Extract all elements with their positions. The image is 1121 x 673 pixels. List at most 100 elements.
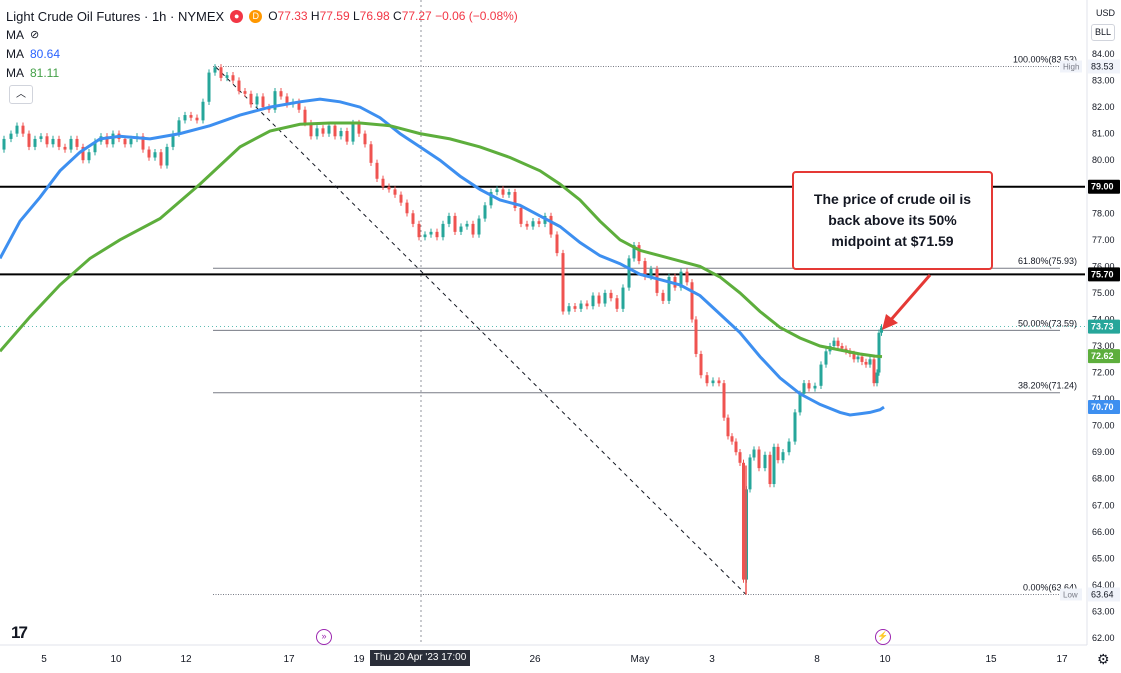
y-tick-label: 80.00 xyxy=(1092,155,1115,165)
candle-body xyxy=(441,223,445,238)
candle-body xyxy=(868,359,872,365)
candle-body xyxy=(537,221,541,224)
ma2-label[interactable]: MA xyxy=(6,47,24,61)
candle-body xyxy=(579,303,583,309)
candle-body xyxy=(141,136,145,150)
dividend-event-icon[interactable]: ⚡ xyxy=(875,629,891,645)
candle-body xyxy=(225,75,229,78)
candle-body xyxy=(880,327,883,333)
eye-hidden-icon[interactable]: ⊘ xyxy=(30,29,40,41)
currency-unit-box[interactable]: USD BLL xyxy=(1090,6,1115,41)
candle-body xyxy=(832,340,836,346)
candle-body xyxy=(165,146,169,166)
earnings-event-icon[interactable]: » xyxy=(316,629,332,645)
axis-sub-box xyxy=(1060,60,1082,73)
candle-body xyxy=(748,457,752,490)
candle-body xyxy=(615,298,619,309)
candle-body xyxy=(363,133,367,145)
ma3-label[interactable]: MA xyxy=(6,66,24,80)
candle-body xyxy=(171,133,175,147)
candle-body xyxy=(875,372,879,384)
change-value: −0.06 (−0.08%) xyxy=(435,9,518,23)
candle-body xyxy=(507,192,511,195)
unit-label[interactable]: BLL xyxy=(1090,24,1115,41)
candle-body xyxy=(231,75,235,81)
annotation-callout[interactable]: The price of crude oil is back above its… xyxy=(792,171,993,270)
y-tick-label: 81.00 xyxy=(1092,129,1115,139)
candle-body xyxy=(219,67,223,78)
y-tick-label: 82.00 xyxy=(1092,102,1115,112)
ma3-value: 81.11 xyxy=(30,66,60,80)
candle-body xyxy=(603,292,607,304)
candle-body xyxy=(249,93,253,105)
symbol-title[interactable]: Light Crude Oil Futures · 1h · NYMEX xyxy=(6,9,225,24)
candle-body xyxy=(802,383,806,394)
y-tick-label: 69.00 xyxy=(1092,447,1115,457)
candle-body xyxy=(627,258,631,288)
candle-body xyxy=(51,138,55,145)
candle-body xyxy=(111,133,115,145)
candle-body xyxy=(667,276,671,301)
ma1-label[interactable]: MA xyxy=(6,28,24,42)
candle-body xyxy=(387,186,391,190)
candle-body xyxy=(679,271,683,288)
alert-badge-icon[interactable]: ● xyxy=(230,10,244,23)
y-tick-label: 70.00 xyxy=(1092,421,1115,431)
axis-sub-box xyxy=(1060,588,1082,601)
candle-body xyxy=(423,234,427,238)
currency-label[interactable]: USD xyxy=(1095,8,1115,18)
candle-body xyxy=(207,72,211,102)
candle-body xyxy=(69,138,73,150)
candle-body xyxy=(57,138,61,147)
candle-body xyxy=(824,351,828,365)
candle-body xyxy=(763,454,767,469)
candle-body xyxy=(609,292,613,299)
candle-body xyxy=(585,303,589,307)
candle-body xyxy=(63,146,67,150)
candle-body xyxy=(411,213,415,224)
candle-body xyxy=(513,192,517,208)
y-tick-label: 67.00 xyxy=(1092,500,1115,510)
candle-body xyxy=(273,91,277,110)
candle-body xyxy=(872,359,876,384)
candle-body xyxy=(237,80,241,92)
axis-label-box xyxy=(1088,267,1120,282)
candle-body xyxy=(87,152,91,161)
delayed-d-badge[interactable]: D xyxy=(249,10,263,23)
candle-body xyxy=(856,356,860,360)
candle-body xyxy=(726,417,730,437)
candle-body xyxy=(742,462,745,580)
candle-body xyxy=(39,136,43,139)
fib-level-label: 100.00%(83.53) xyxy=(1013,54,1077,64)
candle-body xyxy=(381,178,385,187)
axis-label-box xyxy=(1088,400,1120,415)
candle-body xyxy=(75,138,79,147)
tradingview-logo[interactable]: 17 xyxy=(11,623,28,642)
collapse-legend-button[interactable]: ︿ xyxy=(9,85,33,104)
candle-body xyxy=(333,125,337,137)
candle-body xyxy=(807,383,811,389)
candle-body xyxy=(757,449,761,469)
candle-body xyxy=(717,380,721,384)
candle-body xyxy=(699,353,703,376)
candle-body xyxy=(685,271,689,283)
candle-body xyxy=(519,207,523,224)
candle-body xyxy=(573,306,577,309)
candle-body xyxy=(45,136,49,145)
ma-green-line xyxy=(0,121,883,359)
candle-body xyxy=(195,117,199,121)
candle-body xyxy=(525,223,529,227)
y-tick-label: 68.00 xyxy=(1092,474,1115,484)
candle-body xyxy=(129,138,133,145)
candle-body xyxy=(852,353,856,360)
axis-sub-label: Low xyxy=(1063,590,1078,599)
candle-body xyxy=(781,452,785,461)
y-tick-label: 64.00 xyxy=(1092,580,1115,590)
gear-icon[interactable]: ⚙ xyxy=(1097,651,1110,667)
y-tick-label: 77.00 xyxy=(1092,235,1115,245)
ohlc-values: O77.33 H77.59 L76.98 C77.27 −0.06 (−0.08… xyxy=(268,9,518,23)
y-tick-label: 84.00 xyxy=(1092,49,1115,59)
y-tick-label: 75.00 xyxy=(1092,288,1115,298)
y-tick-label: 62.00 xyxy=(1092,633,1115,643)
